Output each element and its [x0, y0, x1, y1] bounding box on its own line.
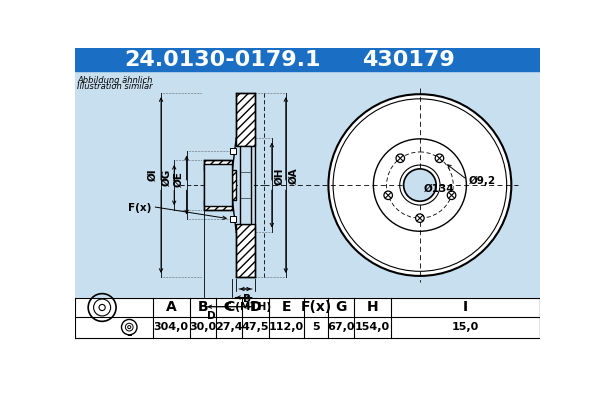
Bar — [203, 200, 232, 210]
Text: ØE: ØE — [173, 171, 184, 187]
Bar — [232, 170, 236, 200]
Text: 67,0: 67,0 — [327, 322, 355, 332]
Text: 27,4: 27,4 — [215, 322, 243, 332]
Text: A: A — [166, 300, 176, 314]
Text: 47,5: 47,5 — [242, 322, 269, 332]
Circle shape — [416, 214, 424, 222]
Bar — [236, 224, 255, 278]
Bar — [203, 160, 232, 170]
Text: Illustration similar: Illustration similar — [77, 82, 153, 91]
Bar — [236, 93, 255, 146]
Circle shape — [384, 191, 392, 200]
Bar — [240, 146, 251, 224]
Text: E: E — [282, 300, 292, 314]
Text: D: D — [250, 300, 262, 314]
Text: 30,0: 30,0 — [190, 322, 217, 332]
Text: ØI: ØI — [148, 168, 158, 180]
Text: Ø134: Ø134 — [424, 184, 454, 194]
Circle shape — [435, 154, 444, 162]
Text: ØH: ØH — [274, 167, 284, 184]
Text: G: G — [335, 300, 347, 314]
Circle shape — [328, 94, 511, 276]
Text: 112,0: 112,0 — [269, 322, 304, 332]
Circle shape — [404, 169, 436, 201]
Bar — [203, 160, 232, 170]
Text: 304,0: 304,0 — [154, 322, 188, 332]
Text: C (MTH): C (MTH) — [224, 302, 271, 312]
Circle shape — [396, 154, 404, 162]
Text: 154,0: 154,0 — [355, 322, 390, 332]
Bar — [236, 224, 255, 278]
Text: 15,0: 15,0 — [452, 322, 479, 332]
Bar — [203, 164, 232, 206]
Text: B: B — [197, 300, 208, 314]
Text: F(x): F(x) — [301, 300, 332, 314]
Text: D: D — [207, 310, 215, 320]
Bar — [75, 298, 540, 338]
Bar — [236, 93, 255, 146]
Text: Ø9,2: Ø9,2 — [469, 176, 496, 186]
Text: Abbildung ähnlich: Abbildung ähnlich — [77, 76, 152, 85]
Bar — [75, 71, 540, 321]
Bar — [75, 48, 540, 71]
Bar — [230, 216, 236, 222]
Text: 24.0130-0179.1: 24.0130-0179.1 — [124, 50, 320, 70]
Text: C: C — [224, 300, 235, 314]
Text: B: B — [243, 294, 251, 304]
Text: F(x): F(x) — [128, 203, 151, 213]
Bar — [230, 148, 236, 154]
Text: 5: 5 — [312, 322, 320, 332]
Text: 430179: 430179 — [362, 50, 455, 70]
Text: ØA: ØA — [288, 168, 298, 184]
Text: ØG: ØG — [161, 169, 171, 186]
Text: I: I — [463, 300, 468, 314]
Bar — [232, 170, 236, 200]
Text: H: H — [367, 300, 379, 314]
Circle shape — [448, 191, 456, 200]
Bar — [203, 200, 232, 210]
